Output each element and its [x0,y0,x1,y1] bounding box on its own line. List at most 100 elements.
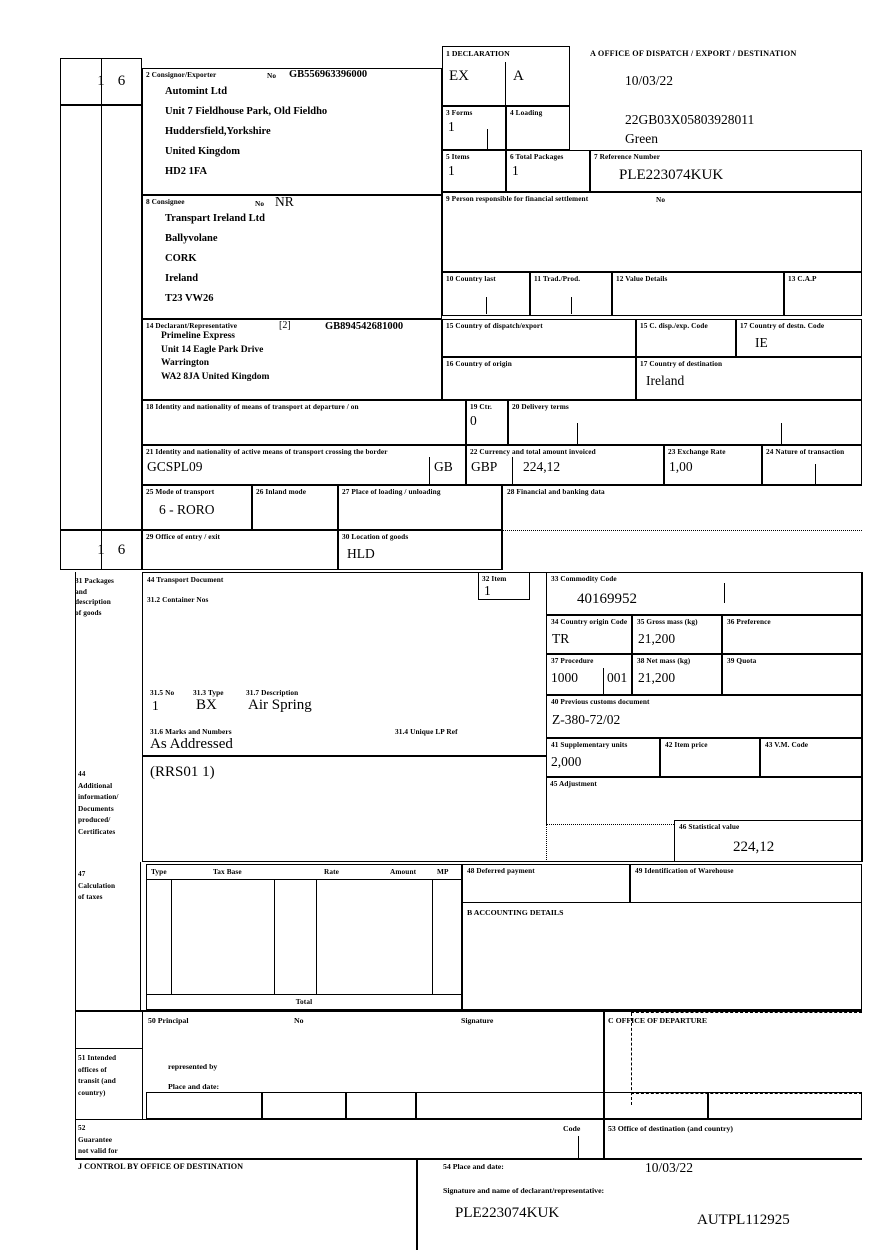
box-14-eori: GB894542681000 [325,321,404,332]
box-13-cap: 13 C.A.P [784,272,862,316]
box-20-label: 20 Delivery terms [512,402,569,411]
box-4-loading: 4 Loading [506,106,570,150]
box-24-nature-transaction: 24 Nature of transaction [762,445,862,485]
box-17a-destination-code: 17 Country of destn. Code IE [736,319,862,357]
box-6-total-packages: 6 Total Packages 1 [506,150,590,192]
copy-number-right-2: 6 [117,542,126,558]
box-19-label: 19 Ctr. [470,402,492,411]
box-2-consignor: 2 Consignor/Exporter No GB556963396000 A… [142,68,442,195]
box-37-value: 1000 [551,670,578,685]
box-12-label: 12 Value Details [616,274,668,283]
box-14-address-line-1: Primeline Express [161,331,235,341]
box-51-cell-5 [604,1092,708,1119]
box-31-side-label-wrap: 31 Packages and description of goods [75,576,141,776]
box-22-amount: 224,12 [523,459,561,474]
box-14-address-line-2: Unit 14 Eagle Park Drive [161,344,264,355]
box-19-container: 19 Ctr. 0 [466,400,508,445]
box-50-place-date-label: Place and date: [168,1082,220,1091]
box-23-exchange-rate: 23 Exchange Rate 1,00 [664,445,762,485]
box-31-marks-value: As Addressed [150,736,233,752]
box-8-no-value: NR [275,194,294,209]
box-8-label: 8 Consignee [146,197,185,206]
box-35-gross-mass: 35 Gross mass (kg) 21,200 [632,615,722,654]
box-40-label: 40 Previous customs document [551,697,650,706]
box-5-items: 5 Items 1 [442,150,506,192]
box-54-signature-label: Signature and name of declarant/represen… [443,1186,605,1195]
box-31-desc-value: Air Spring [248,697,312,713]
box-26-inland-mode: 26 Inland mode [252,485,338,530]
box-2-address: Automint Ltd Unit 7 Fieldhouse Park, Old… [165,82,327,182]
box-31-goods-description: 44 Transport Document 31.2 Container Nos… [142,572,546,756]
box-10-label: 10 Country last [446,274,496,283]
box-17a-label: 17 Country of destn. Code [740,321,825,330]
box-50-principal: 50 Principal No Signature represented by… [146,1014,606,1092]
box-44-side-label: 44 Additional information/ Documents pro… [78,769,119,836]
box-13-label: 13 C.A.P [788,274,817,283]
box-21-value: GCSPL09 [147,459,203,474]
box-48-label: 48 Deferred payment [467,866,535,875]
box-5-label: 5 Items [446,152,470,161]
box-45-adjustment: 45 Adjustment [546,777,862,824]
box-44-value: (RRS01 1) [150,764,215,780]
box-54-label: 54 Place and date: [443,1162,504,1171]
box-34-label: 34 Country origin Code [551,617,628,626]
box-25-value: 6 - RORO [159,502,215,517]
box-47-side-label-wrap: 47 Calculation of taxes [78,868,140,918]
box-43-vm-code: 43 V.M. Code [760,738,862,777]
box-9-no-label: No [656,195,666,204]
box-39-label: 39 Quota [727,656,757,665]
box-47-col-mp: MP [437,867,449,876]
box-2-eori: GB556963396000 [289,69,368,80]
box-31-type-label: 31.3 Type [193,688,224,697]
box-37-value-2: 001 [607,670,628,685]
box-33-label: 33 Commodity Code [551,574,617,583]
box-15-label: 15 Country of dispatch/export [446,321,543,330]
box-46-value: 224,12 [733,839,775,855]
box-10-country-last: 10 Country last [442,272,530,316]
box-15-country-dispatch: 15 Country of dispatch/export [442,319,636,357]
box-47-total-label: Total [295,997,313,1006]
box-48-deferred-payment: 48 Deferred payment [462,864,630,903]
box-2-address-line-3: Huddersfield,Yorkshire [165,126,271,137]
box-54-authorisation: AUTPL112925 [697,1212,790,1228]
box-23-value: 1,00 [669,459,693,474]
box-40-value: Z-380-72/02 [552,712,621,727]
box-19-value: 0 [470,413,477,428]
box-33-commodity-code: 33 Commodity Code 40169952 [546,572,862,615]
box-7-label: 7 Reference Number [594,152,661,161]
box-47-col-rate: Rate [324,867,339,876]
box-52-side-label-wrap: 52 Guarantee not valid for [78,1122,148,1162]
box-32-value: 1 [484,583,491,598]
box-30-spacer [502,530,532,570]
box-9-financial-settlement: 9 Person responsible for financial settl… [442,192,862,272]
box-33-value: 40169952 [577,591,637,607]
box-50-signature-label: Signature [461,1016,494,1025]
box-20-delivery-terms: 20 Delivery terms [508,400,862,445]
box-a-date: 10/03/22 [625,73,674,88]
box-8-address-line-2: Ballyvolane [165,233,218,244]
box-41-label: 41 Supplementary units [551,740,628,749]
box-2-no-label: No [267,71,277,80]
box-47-table-body [146,880,462,995]
box-37-procedure: 37 Procedure 1000 001 [546,654,632,695]
box-54-date: 10/03/22 [645,1160,694,1175]
box-6-value: 1 [512,163,519,178]
box-51-side-label-wrap: 51 Intended offices of transit (and coun… [78,1052,142,1108]
box-54-declarant-ref: PLE223074KUK [455,1205,560,1221]
box-5-value: 1 [448,163,455,178]
box-31-transport-doc-label: 44 Transport Document [147,575,224,584]
box-14-representative-code: [2] [279,320,291,331]
box-50-represented-label: represented by [168,1062,218,1071]
box-2-label: 2 Consignor/Exporter [146,70,217,79]
box-29-office-entry: 29 Office of entry / exit [142,530,338,570]
box-47-side-label: 47 Calculation of taxes [78,869,116,901]
box-47-col-amount: Amount [390,867,417,876]
box-44-additional-information: (RRS01 1) [142,756,546,862]
box-47-col-taxbase: Tax Base [213,867,242,876]
box-40-previous-document: 40 Previous customs document Z-380-72/02 [546,695,862,738]
box-7-reference-number: 7 Reference Number PLE223074KUK [590,150,862,192]
box-52-side-label: 52 Guarantee not valid for [78,1123,118,1155]
box-14-label: 14 Declarant/Representative [146,321,238,330]
box-32-label: 32 Item [482,574,507,583]
box-1-declaration-type: EX [449,68,469,84]
